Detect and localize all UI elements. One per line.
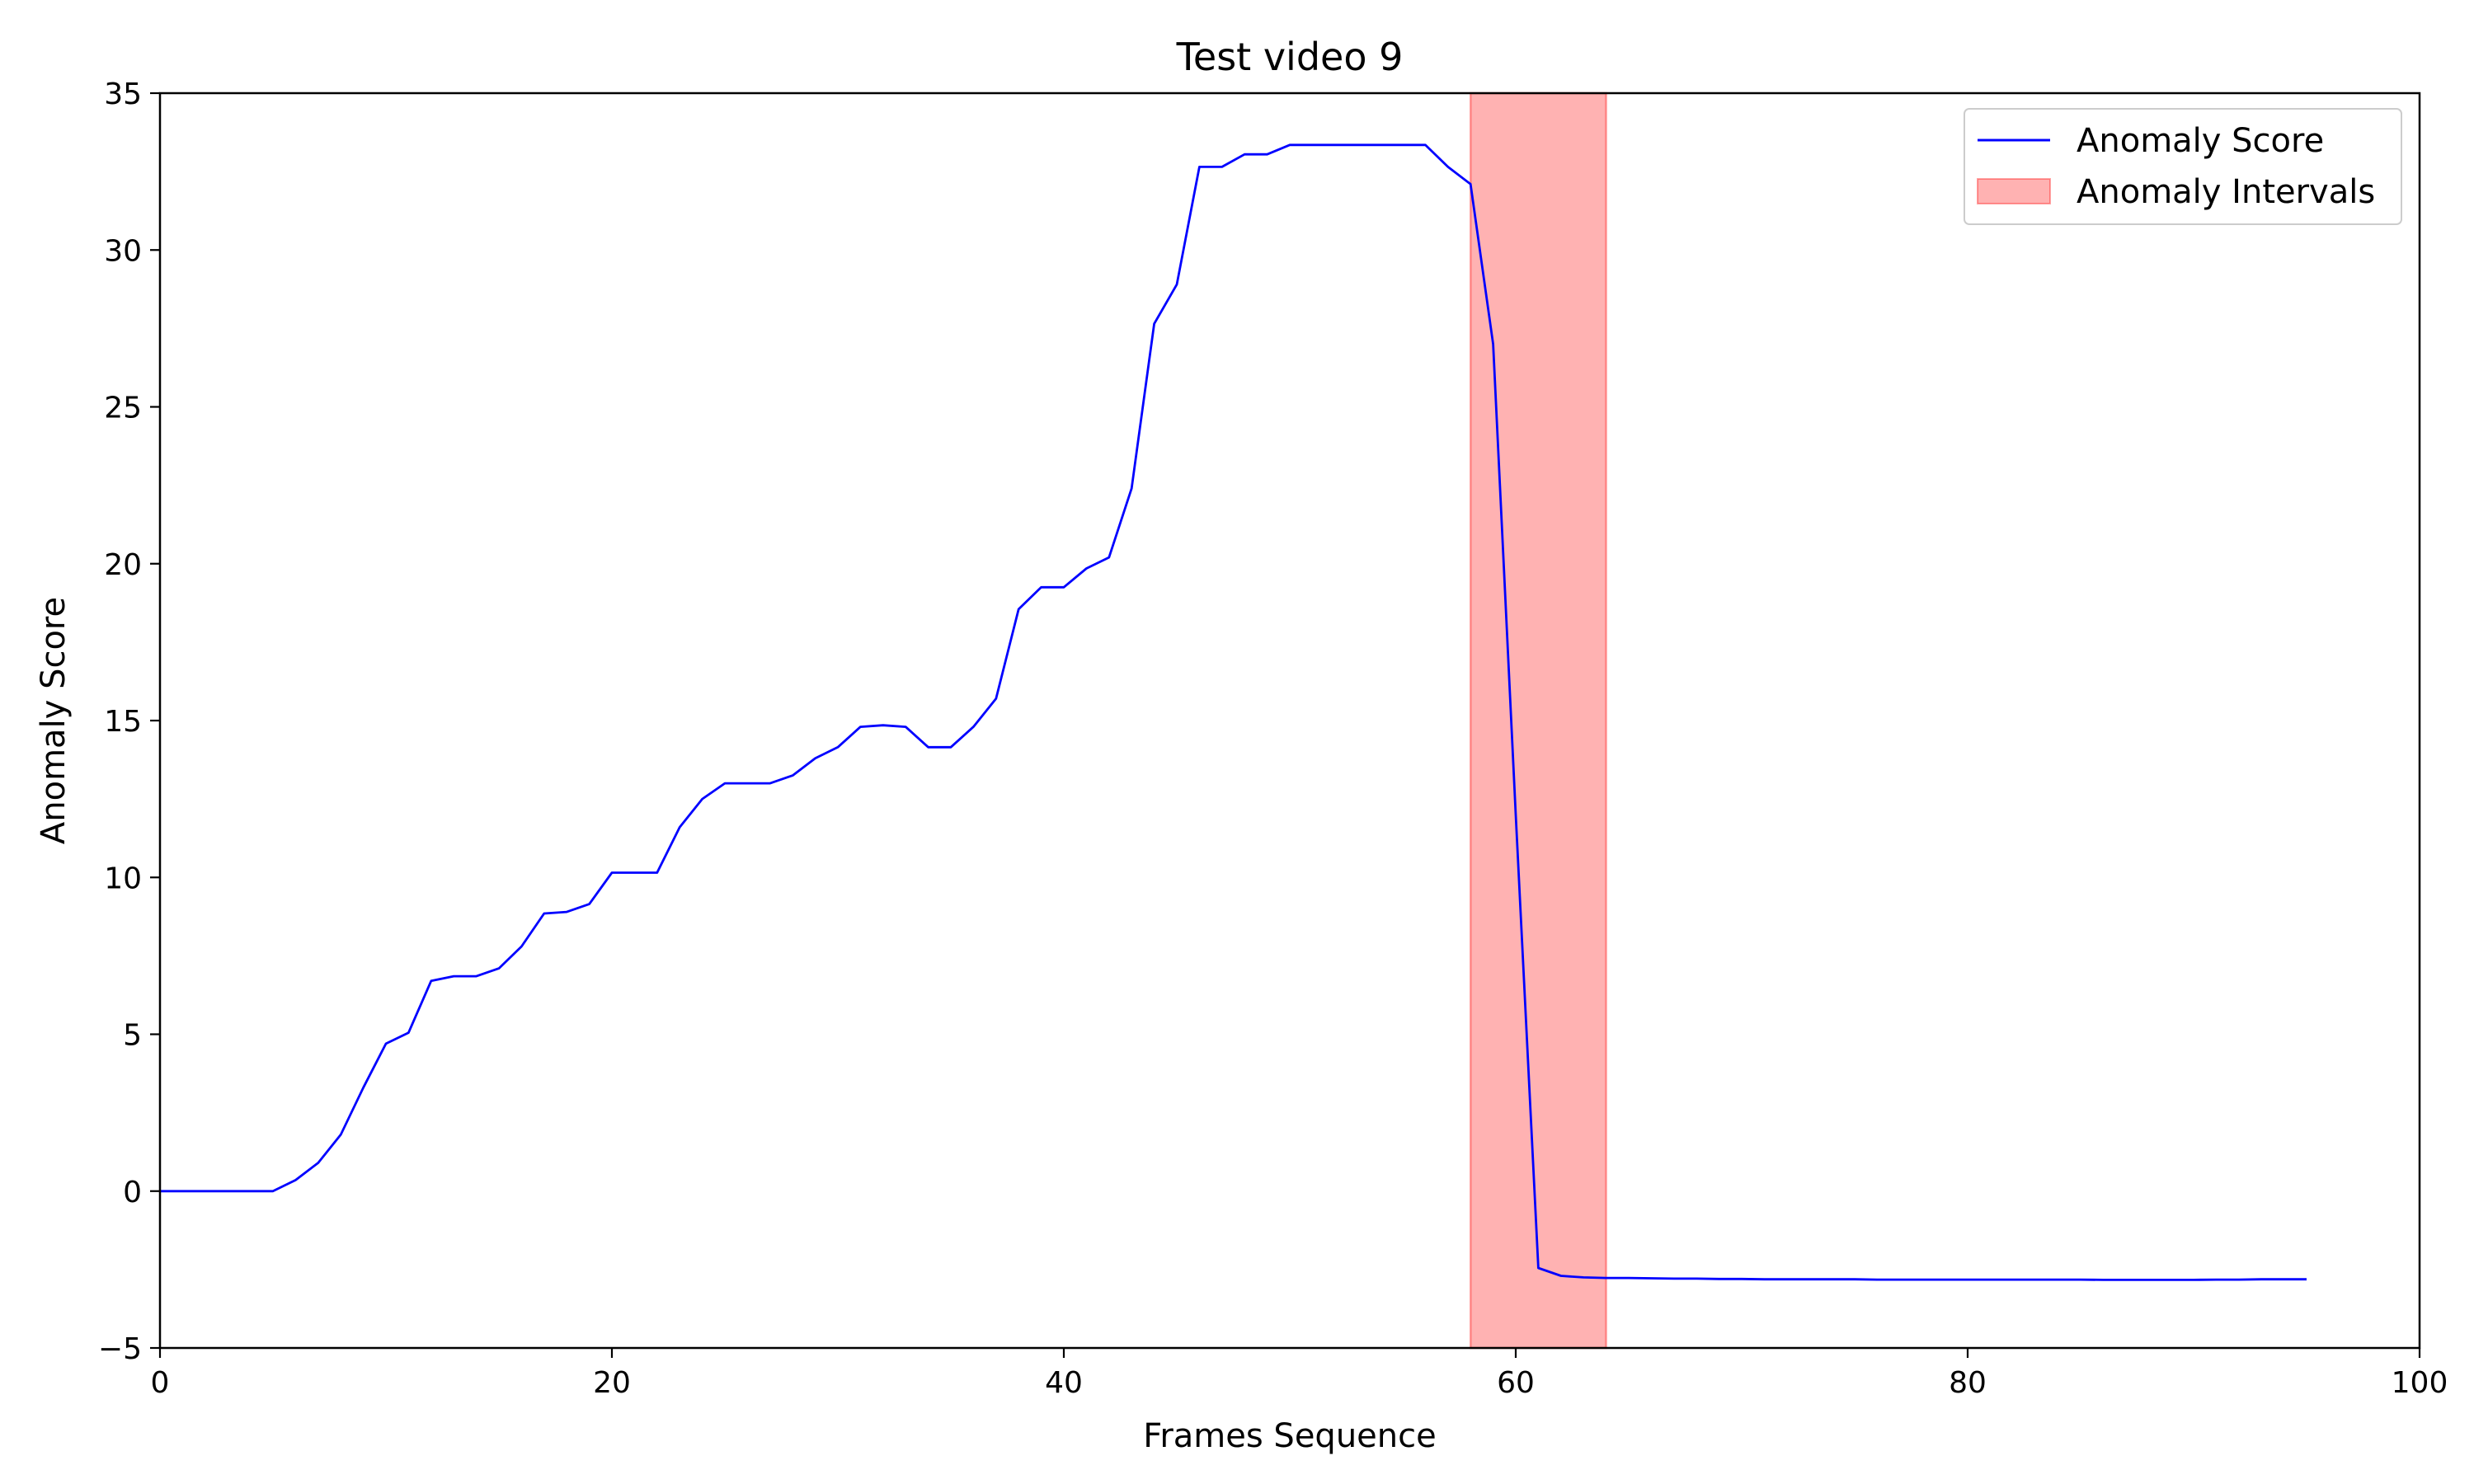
chart-title: Test video 9 bbox=[1176, 35, 1404, 79]
y-tick-label: 35 bbox=[104, 77, 142, 111]
x-tick-label: 40 bbox=[1045, 1366, 1083, 1400]
x-tick-label: 0 bbox=[151, 1366, 170, 1400]
y-tick-label: 20 bbox=[104, 548, 142, 582]
legend-entry-anomaly-intervals: Anomaly Intervals bbox=[2077, 173, 2375, 211]
legend: Anomaly Score Anomaly Intervals bbox=[1964, 108, 2402, 225]
x-axis-ticks: 0 20 40 60 80 100 bbox=[151, 1348, 2448, 1400]
legend-box bbox=[1964, 108, 2402, 225]
y-tick-label: −5 bbox=[98, 1332, 142, 1366]
anomaly-interval-0 bbox=[1469, 92, 1607, 1350]
y-tick-label: 25 bbox=[104, 392, 142, 425]
x-axis-label: Frames Sequence bbox=[1143, 1417, 1437, 1455]
y-axis-ticks: −5 0 5 10 15 20 25 30 35 bbox=[98, 77, 160, 1366]
y-tick-label: 15 bbox=[104, 705, 142, 739]
y-tick-label: 5 bbox=[123, 1019, 142, 1053]
intervals-layer bbox=[1469, 92, 1607, 1350]
y-axis-label: Anomaly Score bbox=[35, 597, 73, 844]
legend-entry-anomaly-score: Anomaly Score bbox=[2077, 122, 2324, 160]
x-tick-label: 60 bbox=[1497, 1366, 1535, 1400]
y-tick-label: 0 bbox=[123, 1176, 142, 1209]
x-tick-label: 100 bbox=[2392, 1366, 2448, 1400]
y-tick-label: 30 bbox=[104, 234, 142, 268]
x-tick-label: 20 bbox=[593, 1366, 631, 1400]
series-layer bbox=[160, 143, 2307, 1281]
y-tick-label: 10 bbox=[104, 862, 142, 895]
x-tick-label: 80 bbox=[1949, 1366, 1987, 1400]
legend-patch-swatch bbox=[1977, 178, 2051, 204]
series-line-anomaly-score bbox=[160, 143, 2307, 1281]
